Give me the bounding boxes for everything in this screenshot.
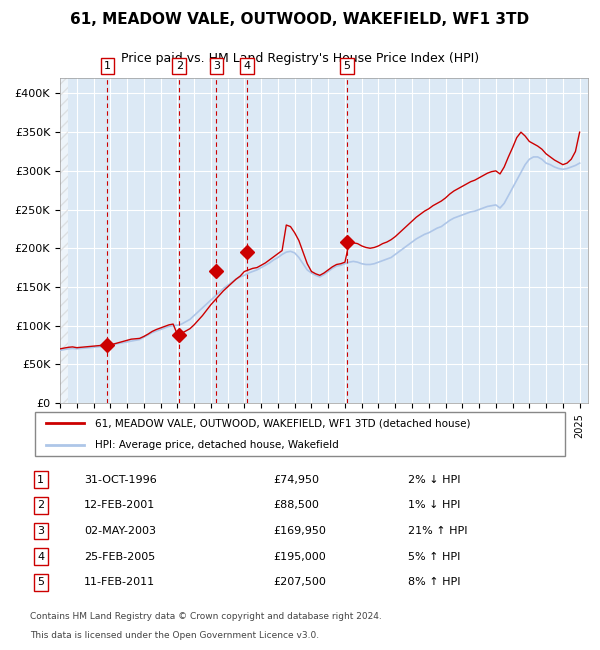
Text: 5: 5 xyxy=(37,577,44,588)
Text: 5% ↑ HPI: 5% ↑ HPI xyxy=(408,552,460,562)
Text: 4: 4 xyxy=(37,552,44,562)
Text: 11-FEB-2011: 11-FEB-2011 xyxy=(84,577,155,588)
Text: 3: 3 xyxy=(37,526,44,536)
Text: 1: 1 xyxy=(37,474,44,484)
Text: £74,950: £74,950 xyxy=(273,474,319,484)
Text: 25-FEB-2005: 25-FEB-2005 xyxy=(84,552,155,562)
Text: 61, MEADOW VALE, OUTWOOD, WAKEFIELD, WF1 3TD: 61, MEADOW VALE, OUTWOOD, WAKEFIELD, WF1… xyxy=(70,12,530,27)
Text: 61, MEADOW VALE, OUTWOOD, WAKEFIELD, WF1 3TD (detached house): 61, MEADOW VALE, OUTWOOD, WAKEFIELD, WF1… xyxy=(95,418,470,428)
Text: This data is licensed under the Open Government Licence v3.0.: This data is licensed under the Open Gov… xyxy=(30,631,319,640)
Text: 2% ↓ HPI: 2% ↓ HPI xyxy=(408,474,461,484)
FancyBboxPatch shape xyxy=(35,412,565,456)
Text: Price paid vs. HM Land Registry's House Price Index (HPI): Price paid vs. HM Land Registry's House … xyxy=(121,52,479,65)
Text: HPI: Average price, detached house, Wakefield: HPI: Average price, detached house, Wake… xyxy=(95,439,338,450)
Text: 5: 5 xyxy=(343,61,350,71)
Text: 2: 2 xyxy=(176,61,183,71)
Text: £207,500: £207,500 xyxy=(273,577,326,588)
Text: 8% ↑ HPI: 8% ↑ HPI xyxy=(408,577,461,588)
Text: 3: 3 xyxy=(213,61,220,71)
Text: £169,950: £169,950 xyxy=(273,526,326,536)
Text: 02-MAY-2003: 02-MAY-2003 xyxy=(84,526,156,536)
Text: 2: 2 xyxy=(37,500,44,510)
Text: 1% ↓ HPI: 1% ↓ HPI xyxy=(408,500,460,510)
Text: Contains HM Land Registry data © Crown copyright and database right 2024.: Contains HM Land Registry data © Crown c… xyxy=(30,612,382,621)
Text: £88,500: £88,500 xyxy=(273,500,319,510)
Text: 31-OCT-1996: 31-OCT-1996 xyxy=(84,474,157,484)
Text: 4: 4 xyxy=(244,61,251,71)
Text: £195,000: £195,000 xyxy=(273,552,326,562)
Text: 1: 1 xyxy=(104,61,111,71)
Text: 12-FEB-2001: 12-FEB-2001 xyxy=(84,500,155,510)
Text: 21% ↑ HPI: 21% ↑ HPI xyxy=(408,526,467,536)
